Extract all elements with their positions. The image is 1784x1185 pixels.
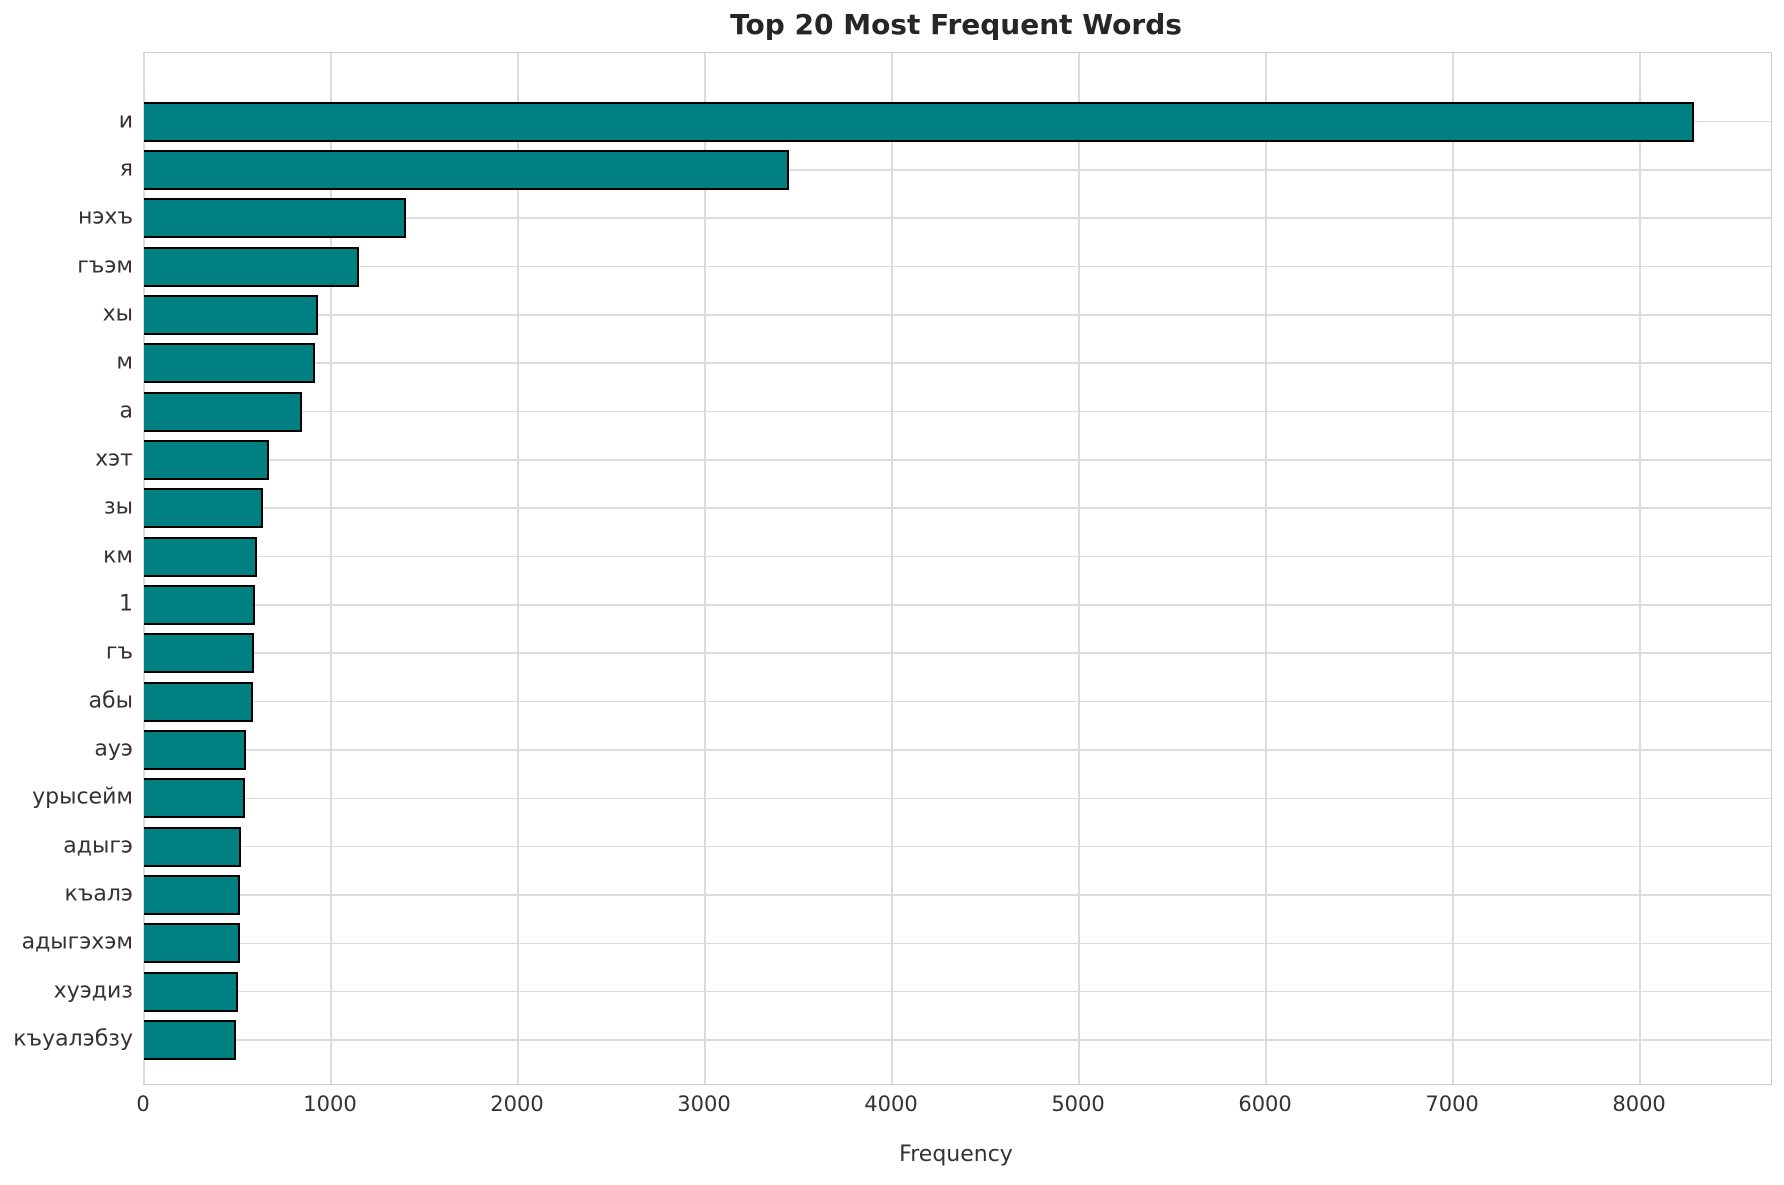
x-tick-label: 4000	[864, 1092, 918, 1116]
bar-я	[144, 149, 790, 190]
gridline-horizontal	[144, 217, 1771, 219]
y-tick-label: адыгэ	[63, 833, 133, 859]
x-tick-label: 6000	[1238, 1092, 1292, 1116]
bar-1	[144, 584, 256, 625]
x-tick-label: 5000	[1051, 1092, 1105, 1116]
y-tick-label: адыгэхэм	[21, 929, 133, 955]
gridline-horizontal	[144, 604, 1771, 606]
y-tick-label: урысейм	[32, 784, 133, 810]
bar-гъэм	[144, 246, 360, 287]
bar-гъ	[144, 633, 255, 674]
bar-адыгэ	[144, 826, 242, 867]
gridline-horizontal	[144, 362, 1771, 364]
gridline-vertical	[1078, 53, 1080, 1084]
gridline-horizontal	[144, 652, 1771, 654]
plot-area	[143, 52, 1772, 1085]
gridline-horizontal	[144, 845, 1771, 848]
gridline-horizontal	[144, 459, 1771, 461]
y-tick-label: и	[118, 108, 133, 133]
bar-зы	[144, 488, 263, 529]
bar-урысейм	[144, 778, 245, 819]
bar-нэхъ	[144, 198, 406, 239]
x-axis-title: Frequency	[899, 1142, 1013, 1167]
y-tick-label: я	[119, 156, 133, 182]
y-tick-label: а	[119, 398, 133, 424]
gridline-horizontal	[144, 990, 1771, 993]
gridline-vertical	[330, 53, 332, 1084]
y-tick-label: хуэдиз	[53, 978, 133, 1004]
y-tick-label: хы	[102, 301, 133, 327]
gridline-horizontal	[144, 314, 1771, 316]
bar-хэт	[144, 439, 270, 480]
gridline-horizontal	[144, 265, 1771, 268]
bar-м	[144, 343, 316, 384]
gridline-horizontal	[144, 410, 1771, 413]
bar-и	[144, 101, 1695, 142]
gridline-horizontal	[144, 1039, 1771, 1041]
gridline-horizontal	[144, 507, 1771, 509]
y-tick-label: м	[116, 349, 133, 375]
bar-къуалэбзу	[144, 1019, 236, 1060]
bar-а	[144, 391, 303, 432]
bar-хуэдиз	[144, 971, 239, 1012]
gridline-vertical	[1452, 53, 1454, 1084]
x-tick-label: 8000	[1612, 1092, 1666, 1116]
bar-хы	[144, 294, 318, 335]
y-tick-label: хэт	[95, 446, 133, 472]
x-tick-label: 3000	[677, 1092, 731, 1116]
bar-къалэ	[144, 874, 241, 915]
y-tick-label: гъ	[105, 639, 133, 665]
x-tick-label: 1000	[303, 1092, 357, 1116]
bar-абы	[144, 681, 254, 722]
gridline-vertical	[1265, 53, 1267, 1084]
chart-title: Top 20 Most Frequent Words	[730, 8, 1182, 41]
gridline-vertical	[517, 53, 519, 1084]
y-tick-label: нэхъ	[77, 204, 133, 230]
gridline-horizontal	[144, 555, 1771, 558]
gridline-horizontal	[144, 169, 1771, 171]
gridline-horizontal	[144, 797, 1771, 799]
gridline-vertical	[1639, 53, 1641, 1084]
bar-адыгэхэм	[144, 923, 240, 964]
gridline-horizontal	[144, 894, 1771, 896]
y-tick-label: ауэ	[94, 736, 133, 762]
gridline-horizontal	[144, 942, 1771, 945]
y-tick-label: къуалэбзу	[13, 1026, 133, 1052]
y-tick-label: гъэм	[77, 253, 133, 279]
bar-км	[144, 536, 258, 577]
y-tick-label: къалэ	[64, 881, 133, 907]
x-tick-label: 0	[136, 1092, 150, 1116]
x-tick-label: 2000	[490, 1092, 544, 1116]
gridline-horizontal	[144, 700, 1771, 703]
gridline-horizontal	[144, 749, 1771, 751]
gridline-vertical	[891, 53, 893, 1084]
y-tick-label: 1	[119, 591, 133, 617]
bar-ауэ	[144, 729, 246, 770]
y-tick-label: зы	[103, 494, 133, 520]
gridline-vertical	[704, 53, 706, 1084]
y-tick-label: абы	[88, 688, 133, 714]
x-tick-label: 7000	[1425, 1092, 1479, 1116]
y-tick-label: км	[103, 543, 133, 569]
